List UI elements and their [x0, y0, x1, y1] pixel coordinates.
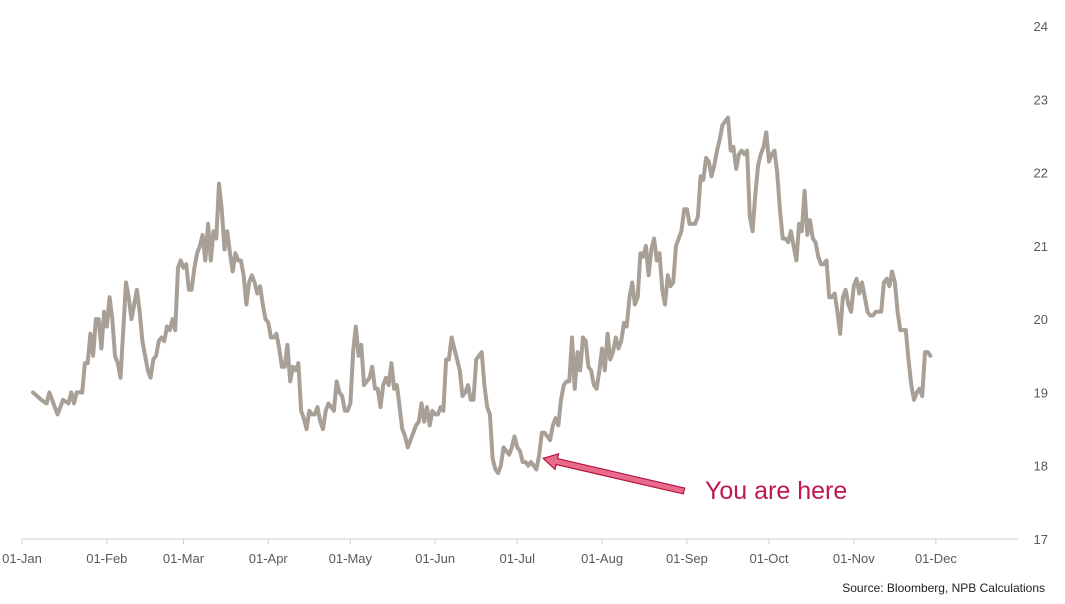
x-tick-label: 01-Feb	[86, 551, 127, 566]
series-line	[30, 115, 933, 475]
annotation-arrow	[542, 452, 686, 495]
source-note: Source: Bloomberg, NPB Calculations	[842, 581, 1045, 595]
x-axis: 01-Jan 01-Feb 01-Mar 01-Apr 01-May 01-Jun 01-J…	[2, 539, 957, 566]
y-tick-label: 24	[1034, 19, 1048, 34]
x-tick-label: 01-Oct	[749, 551, 788, 566]
y-axis: 17 18 19 20 21 22 23 24	[1034, 19, 1048, 547]
x-tick-label: 01-Aug	[581, 551, 623, 566]
x-tick-label: 01-Nov	[833, 551, 875, 566]
y-tick-label: 21	[1034, 239, 1048, 254]
y-tick-label: 18	[1034, 459, 1048, 474]
x-tick-label: 01-Jan	[2, 551, 42, 566]
y-tick-label: 20	[1034, 312, 1048, 327]
y-tick-label: 19	[1034, 385, 1048, 400]
y-tick-label: 17	[1034, 532, 1048, 547]
x-tick-label: 01-Mar	[163, 551, 205, 566]
x-tick-label: 01-May	[329, 551, 373, 566]
x-tick-label: 01-Dec	[915, 551, 957, 566]
x-tick-label: 01-Jul	[500, 551, 536, 566]
annotation-text: You are here	[705, 477, 847, 505]
y-tick-label: 22	[1034, 166, 1048, 181]
x-tick-label: 01-Jun	[415, 551, 455, 566]
x-tick-label: 01-Sep	[666, 551, 708, 566]
x-tick-label: 01-Apr	[249, 551, 289, 566]
y-tick-label: 23	[1034, 92, 1048, 107]
